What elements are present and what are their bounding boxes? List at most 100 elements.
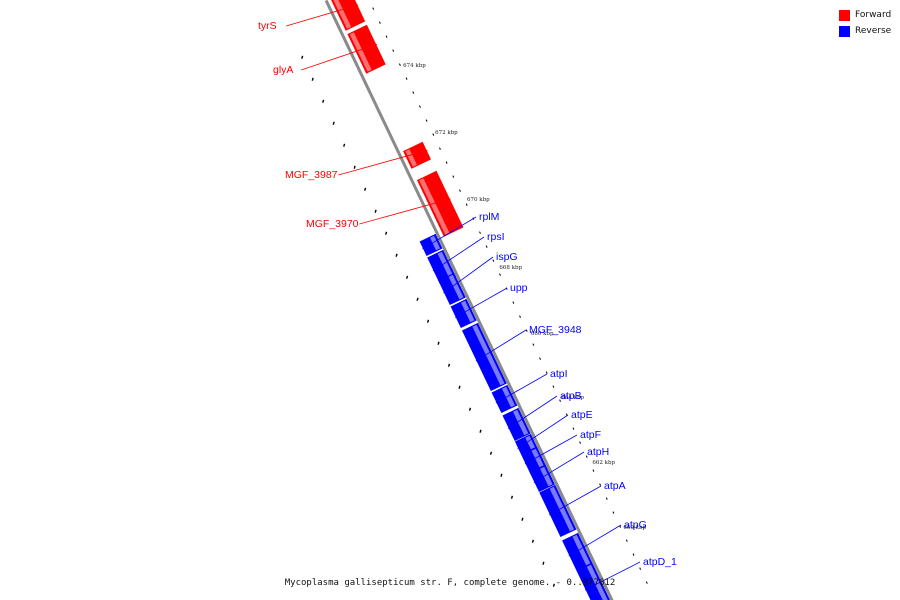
gene-leader [507, 395, 558, 429]
genome-backbone [324, 0, 614, 600]
scale-label: 662 kbp [592, 460, 615, 466]
scale-tick [322, 99, 325, 103]
scale-tick [447, 363, 451, 367]
gene-highlight-atpg [572, 534, 591, 566]
scale-tick [510, 495, 514, 499]
scale-tick [437, 341, 440, 345]
gene-label: tyrS [258, 20, 277, 32]
scale-tick [405, 275, 409, 279]
gene-leader [568, 524, 622, 557]
scale-tick [445, 161, 448, 164]
gene-highlight-upp [460, 300, 475, 323]
scale-tick [332, 121, 335, 125]
scale-tick [452, 175, 455, 178]
scale-tick [585, 455, 588, 458]
gene-leader [359, 198, 451, 225]
gene-leader [338, 149, 428, 176]
scale-tick [425, 119, 428, 122]
scale-tick [343, 143, 346, 147]
gene-label: MGF_3948 [529, 324, 582, 336]
gene-label: atpI [550, 368, 568, 380]
scale-tick [465, 203, 468, 206]
gene-highlight-atpd-1 [586, 564, 608, 600]
scale-tick [531, 539, 535, 543]
gene-label: upp [510, 282, 528, 294]
gene-leader [454, 287, 508, 318]
legend-reverse: Reverse [839, 25, 891, 37]
scale-tick [364, 187, 367, 191]
scale-tick [395, 253, 398, 257]
gene-highlight-atpb [513, 409, 529, 436]
gene-mgf-3970 [417, 170, 464, 237]
legend-forward-swatch [839, 9, 850, 21]
gene-highlight-atpi [501, 386, 516, 408]
scale-tick [539, 357, 541, 360]
scale-tick [468, 407, 472, 411]
gene-leader [422, 216, 477, 250]
scale-label: 666 kbp [531, 331, 554, 337]
gene-leader [524, 434, 578, 465]
gene-highlight-rplm [430, 235, 441, 251]
legend-reverse-swatch [839, 25, 850, 37]
gene-label: MGF_3987 [285, 169, 338, 181]
scale-label: 660 kbp [623, 525, 646, 531]
scale-tick [499, 273, 501, 276]
gene-label: atpF [580, 429, 601, 441]
scale-tick [525, 329, 528, 332]
scale-tick [500, 473, 503, 477]
gene-leader [533, 451, 585, 483]
gene-leader [475, 329, 527, 362]
gene-leader [549, 485, 602, 516]
scale-tick [559, 399, 562, 402]
gene-glya [347, 24, 386, 74]
scale-tick [552, 385, 555, 388]
scale-tick [572, 427, 575, 430]
scale-tick [599, 483, 602, 486]
gene-highlight-tyrs [333, 0, 352, 29]
scale-tick [639, 567, 642, 570]
scale-tick [392, 49, 395, 52]
gene-label: glyA [273, 64, 293, 76]
scale-tick [552, 583, 555, 587]
scale-tick [519, 315, 521, 318]
scale-label: 668 kbp [499, 265, 522, 271]
scale-tick [385, 35, 388, 38]
scale-tick [479, 231, 481, 234]
gene-label: atpE [571, 409, 593, 421]
gene-highlight-mgf-3987 [405, 149, 418, 167]
scale-label: 674 kbp [403, 63, 426, 69]
scale-tick [426, 319, 430, 323]
gene-label: ispG [496, 251, 518, 263]
scale-label: 670 kbp [467, 197, 490, 203]
scale-tick [439, 147, 441, 150]
scale-tick [372, 7, 375, 10]
scale-tick [378, 21, 381, 24]
scale-tick [605, 497, 608, 500]
gene-highlight-atph [540, 466, 553, 487]
scale-tick [632, 553, 635, 556]
scale-tick [416, 297, 419, 301]
gene-highlight-glya [349, 32, 372, 72]
gene-highlight-mgf-3948 [472, 324, 505, 386]
gene-leader [301, 43, 378, 71]
gene-leader [517, 414, 569, 449]
gene-label: atpH [587, 446, 609, 458]
gene-highlight-ispg [448, 274, 464, 300]
gene-label: atpG [624, 519, 647, 531]
scale-tick [419, 105, 421, 108]
gene-rplm [419, 233, 443, 256]
scale-tick [592, 469, 595, 472]
scale-label: 672 kbp [435, 130, 458, 136]
scale-tick [489, 451, 493, 455]
gene-label: atpA [604, 480, 626, 492]
scale-tick [479, 429, 482, 433]
scale-tick [353, 165, 356, 169]
gene-highlight-atpa [549, 486, 575, 532]
scale-tick [459, 189, 461, 192]
scale-label: 664 kbp [561, 395, 584, 401]
gene-highlight-atpf [531, 448, 544, 468]
scale-tick [512, 301, 515, 304]
scale-tick [405, 77, 408, 80]
